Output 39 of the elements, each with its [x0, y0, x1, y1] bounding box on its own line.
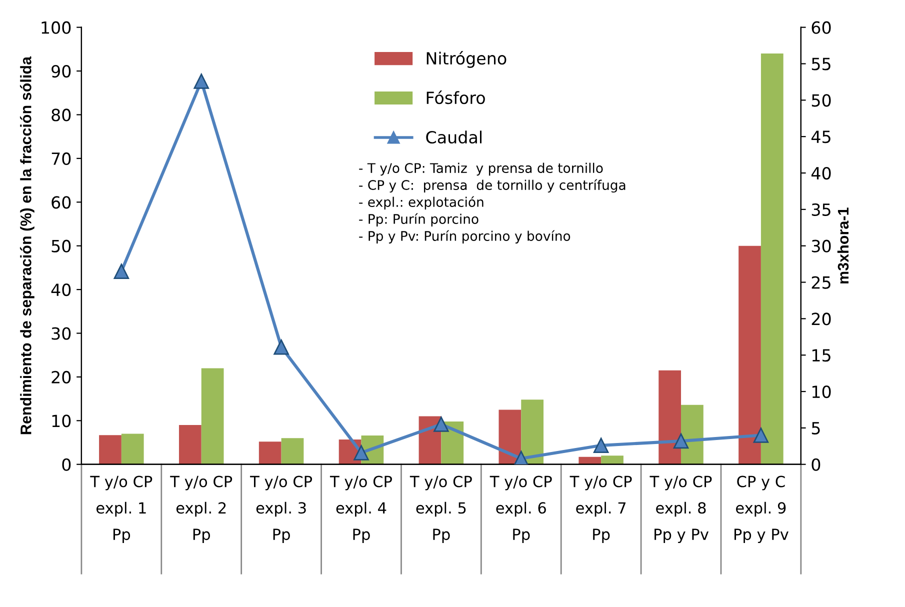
x-tick-label: T y/o CP expl. 3 Pp: [250, 476, 312, 544]
y-tick-label: 100: [42, 21, 71, 34]
y2-tick-label: 55: [812, 58, 830, 70]
y-axis-title: Rendimiento de separación (%) en la fracción sólida: [20, 56, 34, 434]
annotation: - T y/o CP: Tamiz y prensa de tornillo - CP y C: prensa de tornillo y centrífuga - expl.: explotación - Pp: Purín porcino - Pp y Pv: Purín porcino y bovíno: [359, 162, 626, 244]
y2-axis-title: m3xhora-1: [837, 208, 849, 284]
y-tick-label: 60: [52, 196, 71, 209]
y2-tick-label: 35: [812, 203, 830, 216]
x-tick-label: T y/o CP expl. 6 Pp: [490, 476, 552, 544]
y2-tick-label: 30: [812, 240, 831, 252]
y2-tick-label: 40: [811, 166, 831, 180]
y2-tick-label: 10: [812, 385, 831, 398]
legend-label: Caudal: [426, 130, 482, 144]
y-tick-label: 70: [52, 152, 71, 165]
y2-tick-label: 15: [812, 349, 830, 362]
y2-tick-label: 25: [812, 276, 830, 289]
x-tick-label: T y/o CP expl. 7 Pp: [570, 476, 632, 544]
y-tick-label: 30: [52, 327, 71, 340]
y2-tick-label: 0: [812, 458, 820, 471]
y-tick-label: 50: [52, 240, 71, 252]
y2-tick-label: 20: [812, 312, 831, 326]
y-tick-label: 80: [52, 108, 71, 122]
y-tick-label: 0: [62, 458, 71, 471]
y2-tick-label: 45: [811, 130, 830, 144]
x-tick-label: T y/o CP expl. 5 Pp: [410, 476, 472, 544]
legend-label: Nitrógeno: [426, 51, 506, 68]
y2-tick-label: 50: [812, 94, 831, 107]
y-tick-label: 90: [52, 64, 71, 78]
y2-tick-label: 60: [812, 21, 831, 34]
y-tick-label: 40: [51, 284, 71, 296]
x-tick-label: CP y C expl. 9 Pp y Pv: [734, 476, 788, 544]
legend-label: Fósforo: [426, 90, 485, 104]
y-tick-label: 20: [52, 370, 71, 384]
x-tick-label: T y/o CP expl. 8 Pp y Pv: [650, 476, 712, 544]
x-tick-label: T y/o CP expl. 1 Pp: [90, 476, 152, 544]
x-tick-label: T y/o CP expl. 2 Pp: [170, 476, 232, 544]
y-tick-label: 10: [52, 414, 71, 428]
y2-tick-label: 5: [812, 422, 820, 435]
x-tick-label: T y/o CP expl. 4 Pp: [330, 476, 392, 544]
